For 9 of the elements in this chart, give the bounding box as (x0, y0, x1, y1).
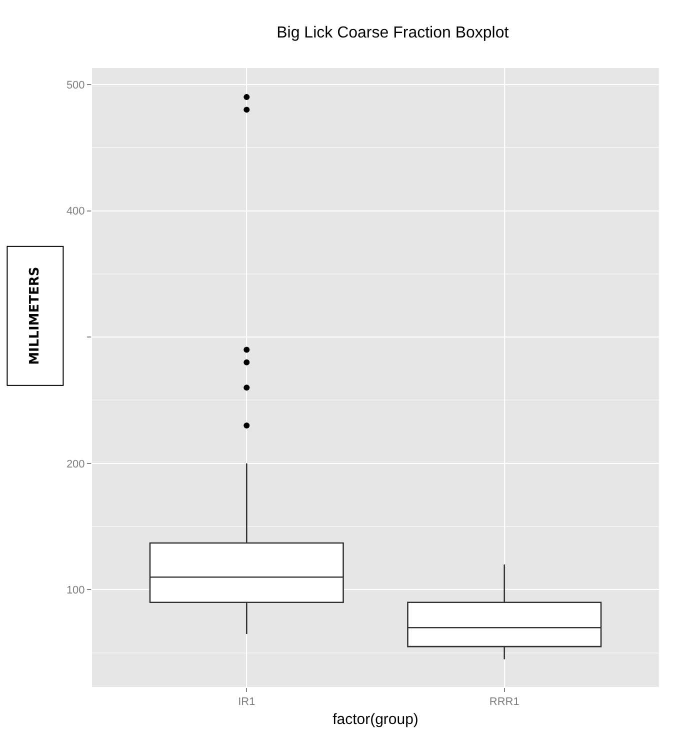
y-tick-label: 400 (66, 206, 85, 218)
y-tick-label: 100 (66, 584, 85, 597)
chart-title: Big Lick Coarse Fraction Boxplot (276, 24, 510, 42)
x-tick-label: IR1 (238, 696, 256, 708)
x-tick-label: RRR1 (489, 696, 520, 708)
y-axis-title: MILLIMETERS (28, 266, 43, 365)
y-tick-label: 200 (66, 458, 85, 470)
x-axis-title: factor(group) (332, 711, 418, 728)
y-tick-label: 500 (66, 79, 85, 92)
